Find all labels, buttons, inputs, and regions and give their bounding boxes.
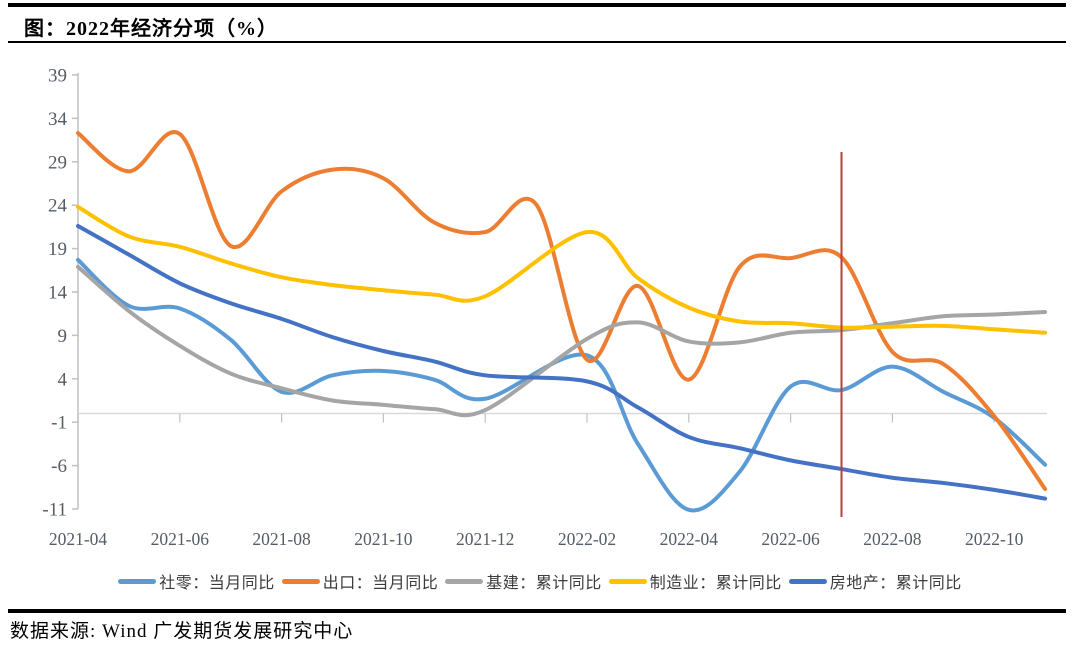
x-axis-label: 2021-04 — [49, 529, 108, 549]
top-border-rule — [8, 3, 1066, 7]
legend-label-manufacturing: 制造业：累计同比 — [649, 575, 782, 592]
y-axis-label: -11 — [42, 499, 67, 520]
series-path-export — [76, 130, 1048, 492]
x-axis-label: 2021-12 — [456, 529, 514, 549]
x-axis-label: 2022-02 — [558, 529, 616, 549]
legend-item-manufacturing: 制造业：累计同比 — [608, 569, 782, 593]
legend-label-retail: 社零：当月同比 — [159, 575, 275, 592]
legend-swatch-infrastructure — [445, 578, 484, 584]
x-axis-label: 2021-06 — [151, 529, 210, 549]
footer-rule — [8, 609, 1066, 613]
y-axis-label: 34 — [48, 109, 68, 130]
x-axis-label: 2021-10 — [354, 529, 413, 549]
legend-item-export: 出口：当月同比 — [281, 569, 439, 593]
series-path-realestate — [76, 224, 1048, 501]
legend-item-retail: 社零：当月同比 — [118, 569, 275, 593]
x-axis-label: 2022-06 — [761, 529, 820, 549]
y-axis-label: -1 — [51, 413, 67, 434]
y-axis-label: -6 — [51, 456, 67, 477]
legend-item-infrastructure: 基建：累计同比 — [445, 569, 602, 593]
legend-label-realestate: 房地产：累计同比 — [829, 575, 962, 592]
legend-swatch-manufacturing — [608, 578, 647, 584]
x-axis-label: 2021-08 — [252, 529, 311, 549]
legend-swatch-export — [281, 578, 320, 584]
y-axis-label: 9 — [58, 326, 68, 347]
title-underline-rule — [8, 41, 1066, 43]
x-axis-label: 2022-10 — [965, 529, 1024, 549]
series-path-retail — [76, 257, 1048, 513]
y-axis-label: 4 — [58, 369, 68, 390]
series-path-infrastructure — [76, 264, 1048, 418]
y-axis-label: 39 — [48, 65, 67, 86]
legend-item-realestate: 房地产：累计同比 — [788, 569, 962, 593]
legend-swatch-retail — [118, 578, 157, 584]
x-axis-label: 2022-04 — [660, 529, 719, 549]
y-axis-label: 29 — [48, 152, 67, 173]
legend-swatch-realestate — [788, 578, 827, 584]
legend-label-infrastructure: 基建：累计同比 — [486, 575, 602, 592]
legend-label-export: 出口：当月同比 — [322, 575, 439, 592]
y-axis-label: 24 — [48, 196, 68, 217]
x-axis-label: 2022-08 — [863, 529, 922, 549]
y-axis-label: 14 — [48, 282, 68, 303]
y-axis-label: 19 — [48, 239, 67, 260]
chart-legend: 社零：当月同比 出口：当月同比 基建：累计同比 制造业：累计同比 房地产：累计同… — [0, 569, 1080, 593]
data-source: 数据来源: Wind 广发期货发展研究中心 — [10, 621, 354, 642]
series-path-manufacturing — [76, 204, 1048, 335]
chart-title: 图：2022年经济分项（%） — [24, 18, 278, 40]
